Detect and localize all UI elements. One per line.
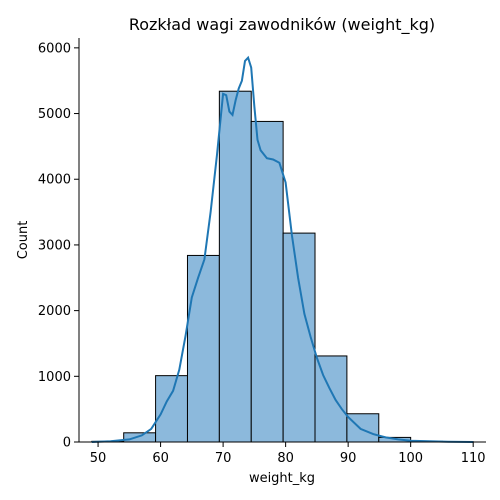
y-tick-label: 4000: [38, 173, 71, 188]
x-tick-label: 70: [215, 451, 232, 466]
x-tick-label: 90: [340, 451, 357, 466]
kde-curve: [91, 55, 474, 443]
histogram-bar: [250, 120, 284, 443]
axes: 50 60 70 80 90 100 110 0 1000 2000 3000 4000 5000 600…: [38, 38, 486, 466]
y-tick-label: 3000: [38, 238, 71, 253]
y-tick-label: 2000: [38, 304, 71, 319]
y-axis-label: Count: [16, 221, 31, 260]
histogram-bar: [186, 254, 220, 443]
histogram-bars: [91, 90, 474, 443]
histogram-bar: [218, 90, 252, 443]
y-tick-label: 6000: [38, 41, 71, 56]
x-tick-label: 50: [90, 451, 107, 466]
histogram-bar: [155, 375, 188, 443]
y-tick-label: 1000: [38, 370, 71, 385]
x-tick-label: 80: [277, 451, 294, 466]
y-tick-label: 0: [63, 436, 71, 451]
x-tick-label: 110: [461, 451, 486, 466]
x-tick-label: 60: [152, 451, 169, 466]
x-axis-label: weight_kg: [249, 471, 315, 486]
histogram-bar: [123, 432, 157, 443]
histogram-bar: [314, 355, 348, 443]
histogram-bar: [282, 232, 316, 443]
y-tick-label: 5000: [38, 107, 71, 122]
chart-title: Rozkład wagi zawodników (weight_kg): [129, 15, 435, 35]
x-tick-label: 100: [398, 451, 423, 466]
histogram-bar: [346, 413, 380, 443]
